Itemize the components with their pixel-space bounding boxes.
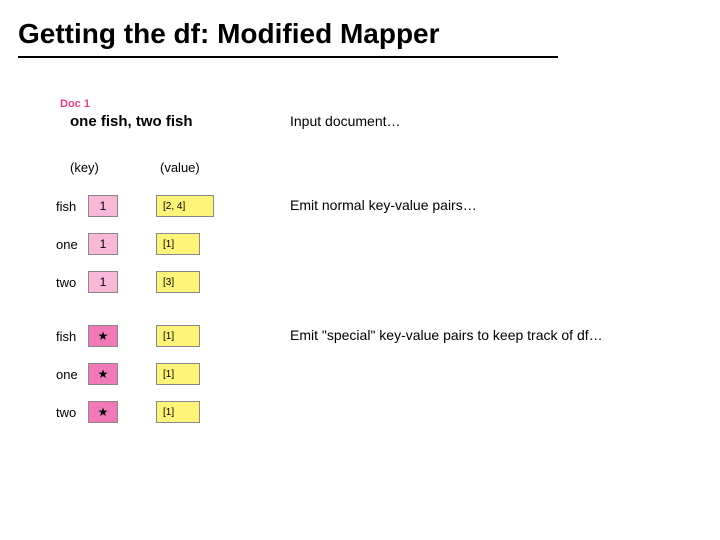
kv-word: fish — [56, 329, 88, 344]
kv-value: [1] — [156, 325, 200, 347]
kv-value: [1] — [156, 363, 200, 385]
kv-value: [1] — [156, 233, 200, 255]
kv-row-normal: one 1 [1] — [56, 233, 200, 255]
kv-word: one — [56, 237, 88, 252]
kv-key: 1 — [88, 271, 118, 293]
kv-word: one — [56, 367, 88, 382]
key-header: (key) — [70, 160, 99, 175]
kv-row-normal: fish 1 [2, 4] — [56, 195, 214, 217]
kv-value: [2, 4] — [156, 195, 214, 217]
kv-key-star: ★ — [88, 401, 118, 423]
kv-word: fish — [56, 199, 88, 214]
kv-value: [3] — [156, 271, 200, 293]
kv-key: 1 — [88, 233, 118, 255]
kv-value: [1] — [156, 401, 200, 423]
kv-row-special: one ★ [1] — [56, 363, 200, 385]
doc-label: Doc 1 — [60, 98, 90, 110]
value-header: (value) — [160, 160, 200, 175]
kv-row-special: fish ★ [1] — [56, 325, 200, 347]
kv-word: two — [56, 275, 88, 290]
kv-key-star: ★ — [88, 363, 118, 385]
special-annotation: Emit "special" key-value pairs to keep t… — [290, 327, 603, 343]
kv-row-special: two ★ [1] — [56, 401, 200, 423]
kv-row-normal: two 1 [3] — [56, 271, 200, 293]
doc-content: one fish, two fish — [70, 113, 193, 130]
input-annotation: Input document… — [290, 113, 401, 129]
title-underline — [18, 56, 558, 58]
slide-title: Getting the df: Modified Mapper — [18, 18, 440, 50]
kv-word: two — [56, 405, 88, 420]
kv-key: 1 — [88, 195, 118, 217]
kv-key-star: ★ — [88, 325, 118, 347]
normal-annotation: Emit normal key-value pairs… — [290, 197, 477, 213]
